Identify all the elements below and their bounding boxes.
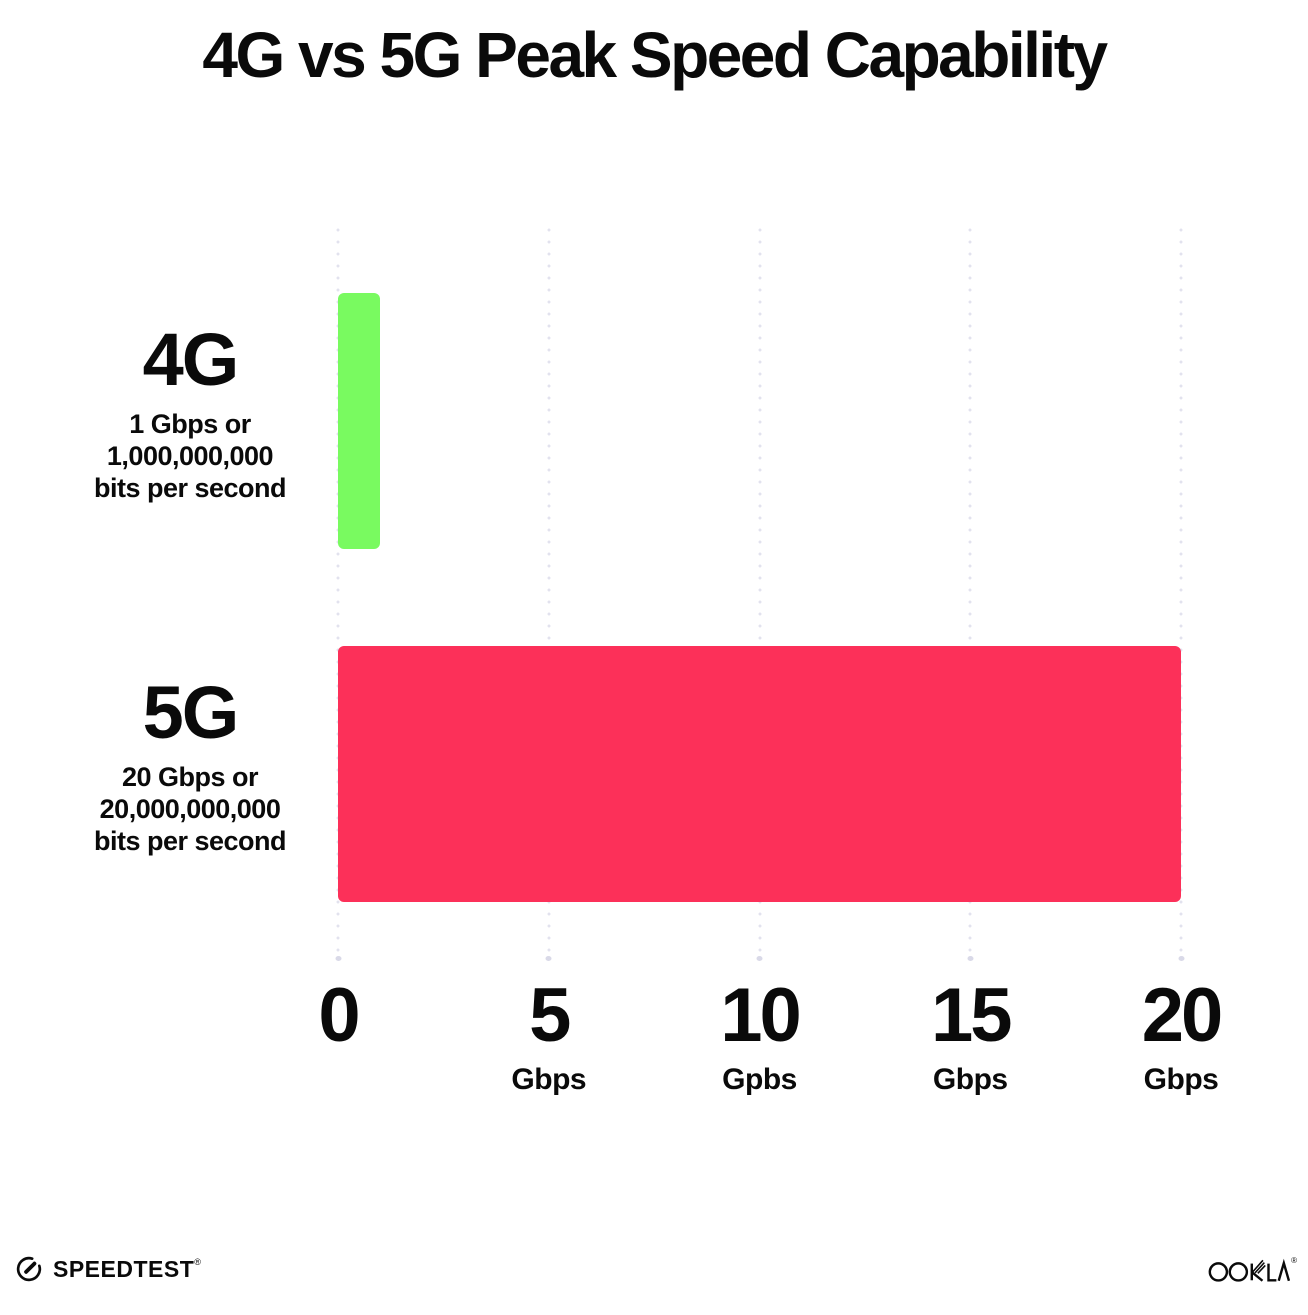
speedtest-trademark: ® — [194, 1256, 202, 1267]
x-tick-20: 20 Gbps — [1141, 973, 1224, 1097]
x-tick-value: 0 — [318, 973, 360, 1058]
x-tick-0: 0 — [318, 973, 360, 1063]
x-tick-value: 20 — [1141, 973, 1224, 1058]
x-tick-unit: Gpbs — [722, 1063, 797, 1096]
category-label-5g: 5G 20 Gbps or 20,000,000,000 bits per se… — [35, 676, 345, 857]
sublabel-line: bits per second — [93, 826, 287, 856]
ookla-wordmark-icon — [1208, 1258, 1291, 1284]
category-sublabel-4g: 1 Gbps or 1,000,000,000 bits per second — [35, 408, 345, 504]
x-tick-value: 5 — [529, 973, 571, 1058]
bar-5g — [338, 646, 1181, 902]
gridline-0 — [336, 225, 340, 960]
plot-area — [336, 225, 1183, 960]
x-tick-unit: Gbps — [932, 1063, 1008, 1096]
category-sublabel-5g: 20 Gbps or 20,000,000,000 bits per secon… — [35, 761, 345, 857]
x-tick-value: 10 — [720, 973, 802, 1058]
sublabel-line: 20 Gbps or — [121, 762, 259, 792]
ookla-logo: ® — [1208, 1256, 1297, 1284]
sublabel-line: bits per second — [93, 473, 287, 503]
speedtest-wordmark: SPEEDTEST® — [53, 1255, 202, 1282]
x-axis: 0 5 Gbps 10 Gpbs 15 Gbps 20 Gbps — [318, 973, 1223, 1098]
x-tick-unit: Gbps — [511, 1063, 587, 1096]
sublabel-line: 20,000,000,000 — [99, 794, 281, 824]
gridline-20 — [1179, 225, 1183, 960]
x-tick-unit: Gbps — [1143, 1063, 1219, 1096]
x-tick-5: 5 Gbps — [511, 978, 586, 1097]
speedtest-logo: SPEEDTEST® — [14, 1254, 201, 1284]
category-name-4g: 4G — [142, 318, 240, 401]
ookla-trademark: ® — [1291, 1256, 1297, 1265]
gridline-10 — [758, 225, 761, 960]
category-name-5g: 5G — [142, 671, 240, 754]
gridline-5 — [547, 225, 551, 960]
x-tick-10: 10 Gpbs — [720, 973, 802, 1097]
category-label-4g: 4G 1 Gbps or 1,000,000,000 bits per seco… — [35, 323, 345, 504]
x-tick-value: 15 — [930, 973, 1013, 1058]
sublabel-line: 1 Gbps or — [129, 409, 251, 439]
sublabel-line: 1,000,000,000 — [106, 441, 274, 471]
bar-4g — [338, 293, 381, 549]
speedtest-gauge-icon — [14, 1254, 44, 1284]
x-tick-15: 15 Gbps — [930, 973, 1013, 1097]
chart-title: 4G vs 5G Peak Speed Capability — [202, 19, 1108, 91]
gridline-15 — [968, 225, 972, 960]
